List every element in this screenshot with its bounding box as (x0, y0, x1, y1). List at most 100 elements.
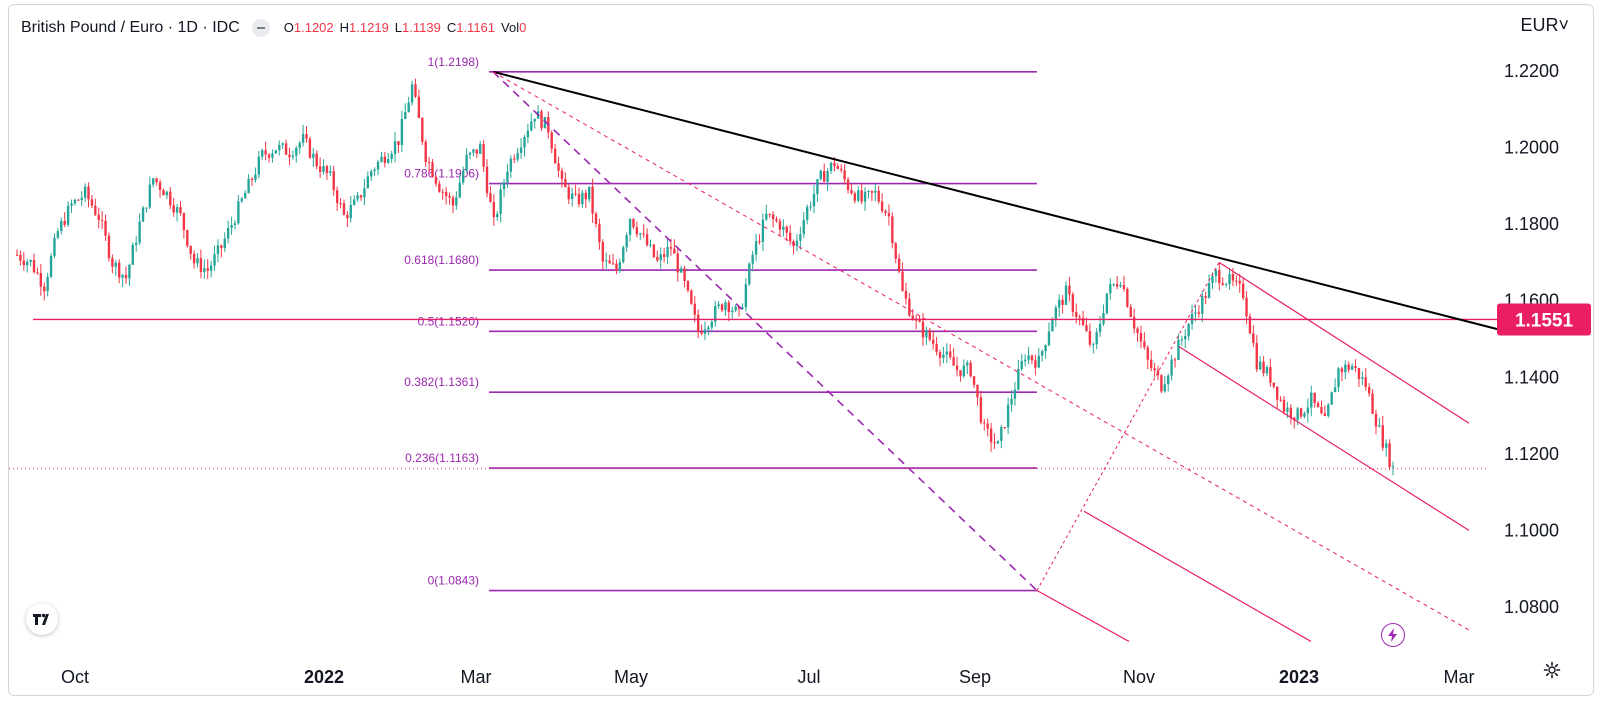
candle-body (686, 281, 690, 291)
candle-body (60, 220, 63, 232)
candle-body (155, 178, 158, 183)
candle-body (479, 144, 482, 154)
collapse-legend-button[interactable] (251, 19, 270, 37)
candle-body (1224, 283, 1228, 285)
candle-body (1214, 270, 1218, 276)
candle-body (717, 304, 720, 307)
candle-body (1303, 413, 1306, 417)
candle-body (56, 231, 60, 238)
channel-parallel[interactable] (1083, 510, 1312, 642)
candle-body (1098, 323, 1102, 333)
candle-body (656, 256, 659, 261)
candle-body (1078, 316, 1081, 318)
time-tick: 2022 (304, 667, 344, 687)
time-tick: Sep (959, 667, 991, 687)
candle-body (1013, 389, 1017, 399)
candle-body (676, 253, 679, 273)
candle-body (39, 272, 43, 287)
candle-body (1109, 284, 1112, 294)
candle-body (359, 195, 363, 198)
candle-body (111, 258, 114, 267)
channel-parallel-low[interactable] (1036, 590, 1130, 642)
candle-body (458, 182, 461, 198)
candle-body (1262, 361, 1265, 374)
candle-body (805, 206, 809, 220)
candle-body (543, 116, 547, 129)
candle-body (608, 260, 611, 264)
candle-body (771, 214, 775, 220)
candles[interactable] (15, 78, 1395, 476)
currency-selector[interactable]: EUR˅ (1520, 15, 1569, 36)
candle-body (1252, 333, 1255, 344)
candle-body (714, 306, 717, 322)
candle-body (267, 154, 271, 158)
candle-body (1381, 425, 1384, 448)
candle-body (335, 190, 339, 204)
price-axis[interactable]: 1.22001.20001.18001.16001.14001.12001.10… (1497, 61, 1591, 617)
pitchfork-median[interactable] (492, 71, 1470, 631)
drawings[interactable] (9, 70, 1510, 642)
candle-body (121, 274, 124, 278)
candle-body (1293, 417, 1296, 421)
candle-body (1184, 336, 1187, 340)
candle-body (366, 176, 370, 189)
gear-icon[interactable] (1543, 661, 1561, 679)
candle-body (860, 190, 863, 202)
candle-body (952, 357, 955, 366)
candle-body (441, 191, 444, 193)
candle-body (976, 384, 979, 398)
candle-body (502, 182, 506, 190)
legend-header: British Pound / Euro · 1D · IDC O1.1202 H… (21, 15, 532, 41)
candle-body (1306, 407, 1310, 414)
candle-body (761, 219, 765, 242)
lightning-icon[interactable] (1381, 623, 1405, 647)
candle-body (179, 207, 182, 214)
candle-body (1000, 427, 1003, 441)
pitchfork-handle[interactable] (1036, 262, 1220, 591)
candle-body (1282, 399, 1286, 412)
candle-body (615, 263, 618, 271)
price-chart[interactable]: 1(1.2198) 0.786(1.1906) 0.618(1.1680) 0.5(1… (9, 5, 1593, 695)
candle-body (431, 162, 434, 177)
candle-body (407, 102, 410, 113)
price-tick: 1.2200 (1504, 61, 1559, 81)
candle-body (1088, 330, 1092, 345)
candle-body (679, 268, 683, 273)
candle-body (356, 195, 359, 200)
channel-lower[interactable] (1178, 346, 1470, 531)
candle-body (26, 261, 29, 266)
candle-body (802, 219, 805, 235)
candle-body (1265, 367, 1269, 374)
tradingview-logo[interactable] (26, 603, 58, 635)
candle-body (949, 351, 952, 358)
trendline[interactable] (492, 70, 1510, 334)
candle-body (1357, 368, 1361, 380)
candle-body (1037, 355, 1040, 368)
candle-body (833, 162, 836, 167)
candle-body (1388, 443, 1391, 467)
candle-body (1153, 368, 1156, 371)
candle-body (342, 203, 346, 215)
candle-body (1245, 297, 1248, 317)
candle-body (567, 187, 570, 200)
fib-level-label: 0.382(1.1361) (404, 375, 479, 389)
fib-level-label: 0.236(1.1163) (405, 451, 479, 465)
candle-body (87, 186, 90, 200)
candle-body (349, 204, 352, 219)
candle-body (172, 205, 175, 213)
channel-upper[interactable] (1218, 261, 1470, 424)
candle-body (421, 117, 424, 142)
candle-body (935, 343, 938, 353)
candle-body (1115, 284, 1119, 287)
symbol-title[interactable]: British Pound / Euro · 1D · IDC (21, 19, 240, 36)
candle-body (363, 188, 366, 198)
current-price-label: 1.1551 (1515, 310, 1574, 331)
time-axis[interactable]: Oct 2022 Mar May Jul Sep Nov 2023 Mar (61, 667, 1475, 687)
fib-retracement[interactable]: 1(1.2198) 0.786(1.1906) 0.618(1.1680) 0.5(1… (404, 55, 1037, 592)
candle-body (124, 274, 128, 279)
candle-body (455, 197, 458, 206)
candle-body (1384, 443, 1388, 448)
candle-body (397, 141, 400, 146)
candle-body (1364, 377, 1367, 388)
candle-body (1020, 361, 1023, 369)
